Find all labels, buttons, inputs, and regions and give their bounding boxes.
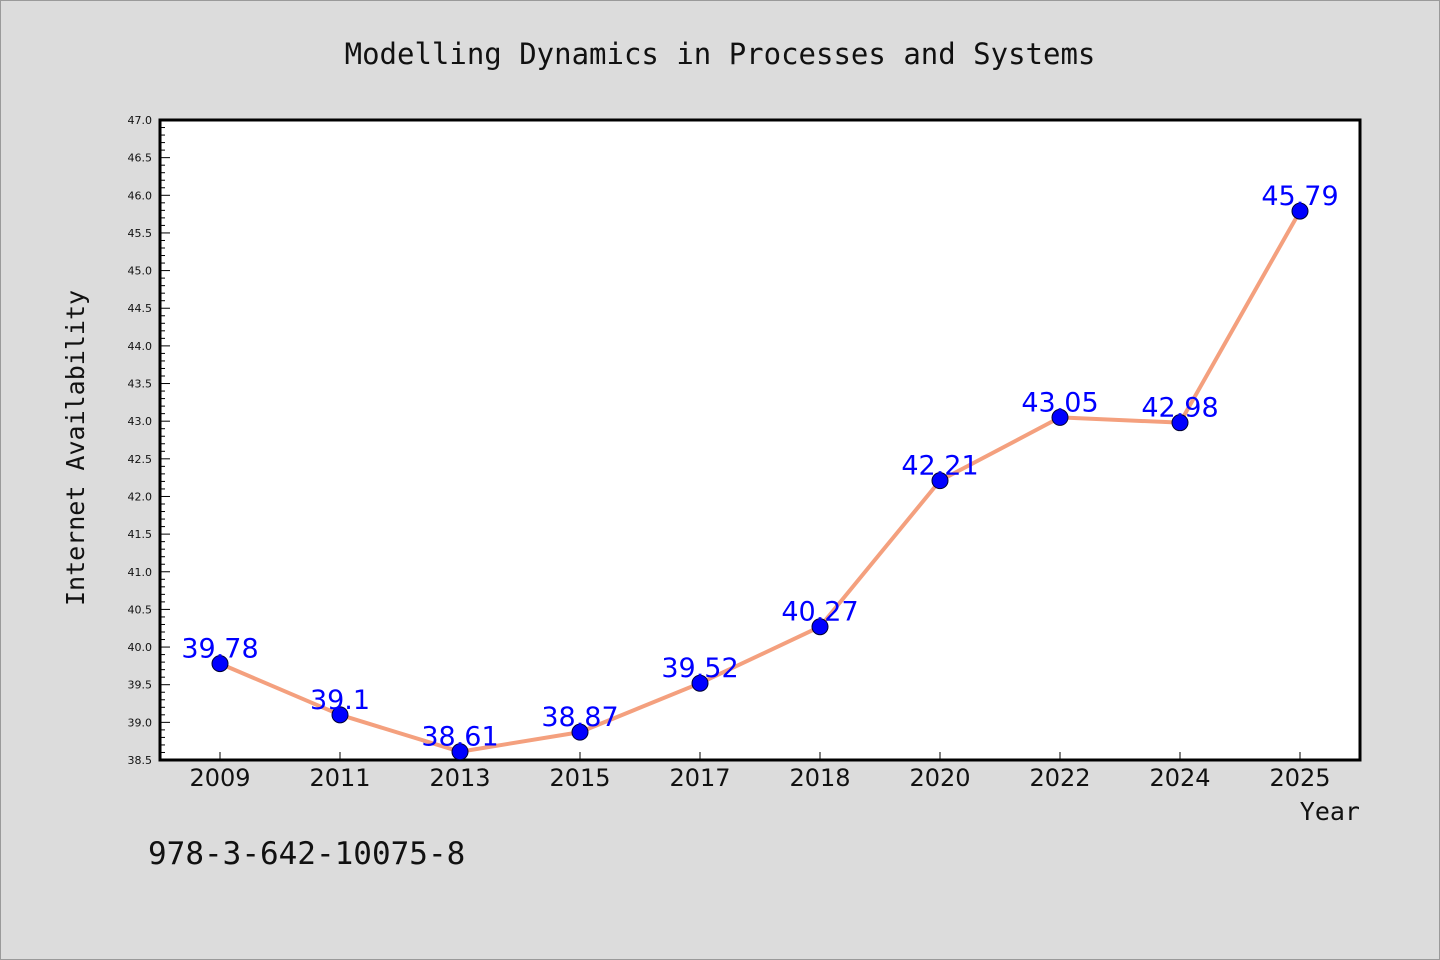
data-label: 45.79 [1261,181,1338,212]
y-tick-label: 39.5 [128,679,153,692]
x-tick-label: 2020 [909,764,970,792]
y-tick-label: 38.5 [128,754,153,767]
data-point [211,655,229,673]
y-axis-tick-labels: 38.5 39.0 39.5 40.0 40.5 41.0 41.5 42.0 42.5 43.0… [128,114,153,767]
x-tick-label: 2025 [1269,764,1330,792]
series-line [219,210,1302,754]
data-label: 42.21 [901,451,978,482]
data-point [1051,408,1069,426]
x-axis-tick-labels: 2009 2011 2013 2015 2017 2018 2020 2022 2024 2025 [189,764,1330,792]
data-label: 42.98 [1141,393,1218,424]
x-tick-label: 2017 [669,764,730,792]
y-tick-label: 39.0 [128,716,153,729]
data-point [1291,202,1309,220]
x-axis-ticks [219,752,1301,760]
x-tick-label: 2015 [549,764,610,792]
y-tick-label: 40.0 [128,641,153,654]
y-tick-label: 46.0 [128,189,153,202]
y-tick-label: 46.5 [128,152,153,165]
y-axis-ticks [160,119,170,761]
data-point [571,723,589,741]
y-tick-label: 42.0 [128,490,153,503]
x-tick-label: 2022 [1029,764,1090,792]
y-tick-label: 43.5 [128,378,153,391]
y-tick-label: 45.5 [128,227,153,240]
x-tick-label: 2009 [189,764,250,792]
data-label: 38.61 [421,722,498,753]
data-point [691,674,709,692]
x-tick-label: 2018 [789,764,850,792]
y-tick-label: 43.0 [128,415,153,428]
y-tick-label: 41.5 [128,528,153,541]
data-point [1171,414,1189,432]
data-point [811,618,829,636]
y-tick-label: 44.5 [128,302,153,315]
y-tick-label: 47.0 [128,114,153,127]
x-tick-label: 2011 [309,764,370,792]
data-labels: 39.78 39.1 38.61 38.87 39.52 40.27 42.21 43.05 4… [181,181,1338,753]
chart-title: Modelling Dynamics in Processes and Syst… [345,37,1096,71]
x-tick-label: 2013 [429,764,490,792]
plot-area [158,118,1362,762]
data-label: 40.27 [781,597,858,628]
y-tick-label: 45.0 [128,265,153,278]
isbn-text: 978-3-642-10075-8 [148,836,465,872]
series-markers [211,202,1309,761]
data-label: 39.78 [181,634,258,665]
data-label: 39.52 [661,653,738,684]
x-axis-title: Year [1300,797,1360,826]
y-axis-title: Internet Availability [61,290,90,606]
data-point [931,472,949,490]
y-tick-label: 41.0 [128,566,153,579]
data-label: 39.1 [310,685,370,716]
data-label: 43.05 [1021,387,1098,418]
data-point [331,706,349,724]
y-tick-label: 40.5 [128,603,153,616]
x-tick-label: 2024 [1149,764,1210,792]
data-point [451,743,469,761]
y-tick-label: 42.5 [128,453,153,466]
data-label: 38.87 [541,702,618,733]
y-tick-label: 44.0 [128,340,153,353]
